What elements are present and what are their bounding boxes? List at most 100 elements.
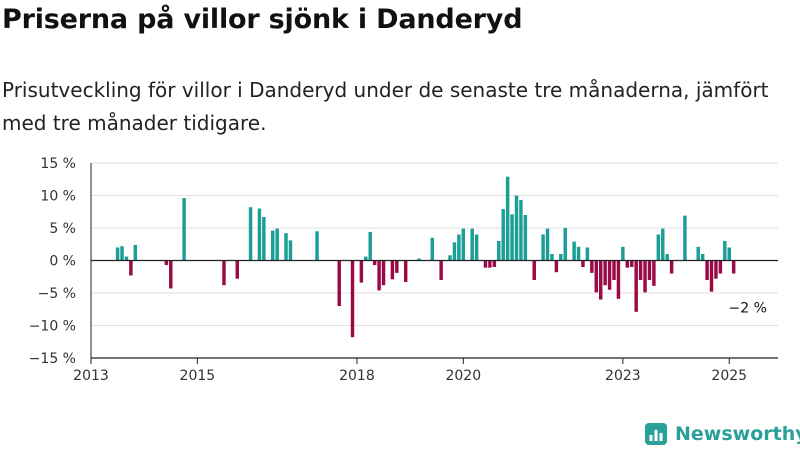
y-tick-label: 0 % <box>49 254 76 270</box>
bar-negative <box>169 260 173 289</box>
bar-positive <box>133 244 138 261</box>
bar-negative <box>377 260 381 291</box>
bar-negative <box>625 260 630 268</box>
chart-subtitle: Prisutveckling för villor i Danderyd und… <box>2 78 769 135</box>
bar-positive <box>470 228 474 261</box>
bar-positive <box>683 215 687 261</box>
bar-positive <box>288 240 293 261</box>
bar-positive <box>275 228 279 261</box>
bar-negative <box>337 260 341 306</box>
bar-negative <box>581 260 585 267</box>
newsworthy-logo-text: Newsworthy <box>675 423 800 445</box>
bar-positive <box>270 230 275 261</box>
bar-positive <box>124 256 129 261</box>
bar-negative <box>222 260 226 286</box>
bar-positive <box>550 254 554 261</box>
bar-negative <box>554 260 559 273</box>
bar-negative <box>598 260 603 300</box>
bar-positive <box>545 228 550 261</box>
bar-negative <box>403 260 408 282</box>
bar-positive <box>368 231 372 261</box>
newsworthy-logo: Newsworthy <box>644 418 800 450</box>
bar-positive <box>621 246 625 261</box>
latest-value-annotation: −2 % <box>729 301 767 317</box>
y-tick-label: −5 % <box>38 286 76 302</box>
bar-positive <box>497 241 501 261</box>
y-tick-label: 10 % <box>40 189 76 205</box>
bar-positive <box>696 246 700 261</box>
newsworthy-logo-icon <box>645 423 667 445</box>
x-tick-label: 2023 <box>605 368 641 384</box>
bar-positive <box>576 246 581 261</box>
y-tick-label: 5 % <box>49 221 76 237</box>
bar-positive <box>115 247 120 261</box>
bar-positive <box>452 242 457 261</box>
bar-negative <box>607 260 612 290</box>
bar-positive <box>700 254 705 261</box>
bar-negative <box>372 260 377 266</box>
bar-negative <box>731 260 736 274</box>
y-tick-label: −15 % <box>29 351 76 367</box>
bar-negative <box>718 260 723 274</box>
bar-negative <box>709 260 714 292</box>
bar-positive <box>315 231 319 261</box>
bar-negative <box>350 260 355 338</box>
bar-positive <box>505 176 510 261</box>
bar-negative <box>634 260 638 312</box>
x-tick-label: 2015 <box>180 368 216 384</box>
bar-negative <box>395 260 399 273</box>
bar-negative <box>439 260 443 280</box>
bar-negative <box>492 260 497 267</box>
bar-positive <box>120 246 124 261</box>
bar-positive <box>182 198 186 261</box>
bar-positive <box>523 215 528 261</box>
bar-negative <box>483 260 488 268</box>
bar-positive <box>284 233 288 261</box>
bar-positive <box>501 209 505 261</box>
bar-negative <box>603 260 607 286</box>
bar-positive <box>448 255 452 261</box>
bar-positive <box>510 214 514 261</box>
bar-negative <box>590 260 594 273</box>
bar-negative <box>630 260 634 267</box>
bar-positive <box>248 207 253 261</box>
y-tick-label: −10 % <box>29 319 76 335</box>
bar-negative <box>532 260 536 280</box>
bar-positive <box>723 241 727 261</box>
bar-negative <box>643 260 647 293</box>
bar-negative <box>652 260 656 286</box>
x-tick-label: 2018 <box>339 368 375 384</box>
bar-positive <box>519 200 523 261</box>
bar-negative <box>594 260 599 293</box>
bar-negative <box>235 260 239 279</box>
bar-negative <box>669 260 674 274</box>
bar-positive <box>563 228 567 261</box>
x-tick-label: 2013 <box>73 368 109 384</box>
bar-positive <box>262 216 266 261</box>
bar-positive <box>417 258 421 261</box>
bar-positive <box>514 195 519 261</box>
x-tick-label: 2020 <box>445 368 481 384</box>
bar-negative <box>381 260 386 286</box>
bar-positive <box>430 237 435 261</box>
bar-positive <box>257 208 262 261</box>
bar-negative <box>705 260 709 280</box>
bar-negative <box>488 260 492 268</box>
bar-negative <box>390 260 395 280</box>
bar-negative <box>638 260 643 280</box>
bar-positive <box>661 228 665 261</box>
chart-title: Priserna på villor sjönk i Danderyd <box>2 4 523 35</box>
x-tick-label: 2025 <box>711 368 747 384</box>
bar-negative <box>616 260 621 299</box>
bar-positive <box>461 228 466 261</box>
bar-positive <box>457 234 461 261</box>
bar-negative <box>129 260 133 276</box>
bar-positive <box>585 247 590 261</box>
bar-positive <box>474 234 479 261</box>
bar-positive <box>541 234 545 261</box>
bar-negative <box>359 260 364 283</box>
y-tick-label: 15 % <box>40 156 76 172</box>
bar-positive <box>559 254 563 261</box>
bar-positive <box>727 247 731 261</box>
